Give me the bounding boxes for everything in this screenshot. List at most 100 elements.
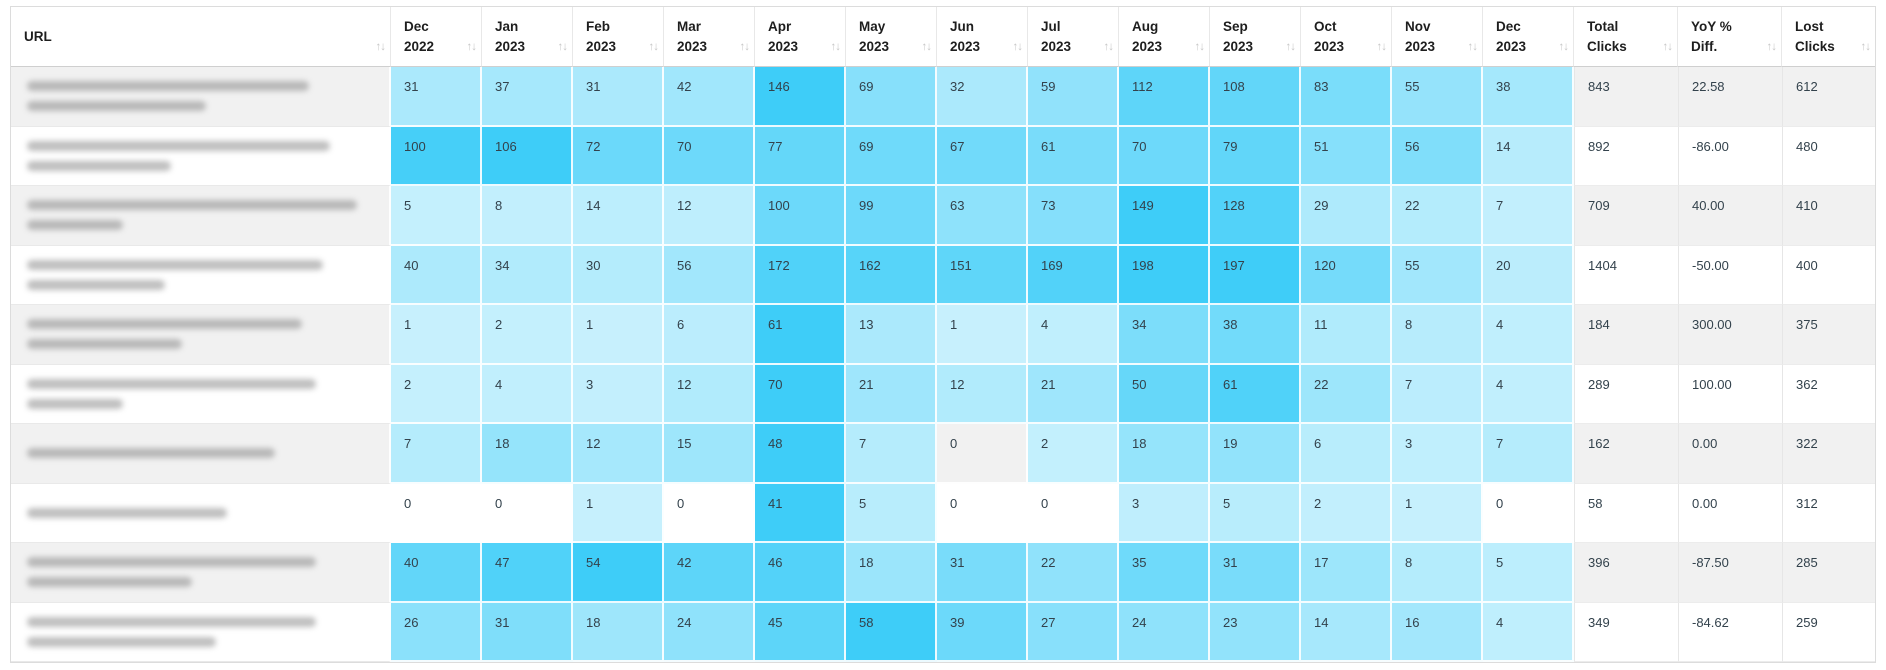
blurred-url-text [27,319,303,330]
column-header-label: Mar [677,18,702,34]
column-header-apr-2023[interactable]: Apr 2023 ↑↓ [755,7,846,67]
sort-icon[interactable]: ↑↓ [557,40,568,53]
month-cell: 8 [482,186,573,246]
column-header-label: 2023 [495,38,526,54]
month-cell: 128 [1210,186,1301,246]
sort-icon[interactable]: ↑↓ [1285,40,1296,53]
sort-icon[interactable]: ↑↓ [1467,40,1478,53]
blurred-url-text [27,200,358,211]
column-header-label: Lost [1795,18,1824,34]
month-cell: 83 [1301,67,1392,127]
blurred-url-text [27,279,165,290]
column-header-oct-2023[interactable]: Oct 2023 ↑↓ [1301,7,1392,67]
column-header-mar-2023[interactable]: Mar 2023 ↑↓ [664,7,755,67]
column-header-dec-2023[interactable]: Dec 2023 ↑↓ [1483,7,1574,67]
column-header-label: Jan [495,18,519,34]
sort-icon[interactable]: ↑↓ [1766,40,1777,53]
sort-icon[interactable]: ↑↓ [1376,40,1387,53]
column-header-label: Sep [1223,18,1248,34]
month-cell: 50 [1119,364,1210,424]
url-cell[interactable] [11,67,391,127]
url-cell[interactable] [11,602,391,662]
sort-icon[interactable]: ↑↓ [830,40,841,53]
month-cell: 108 [1210,67,1301,127]
month-cell: 0 [937,424,1028,484]
column-header-label: 2023 [1041,38,1072,54]
month-cell: 0 [664,483,755,543]
month-cell: 1 [573,305,664,365]
month-cell: 1 [937,305,1028,365]
month-cell: 29 [1301,186,1392,246]
yoy-diff-cell: 300.00 [1678,305,1782,365]
sort-icon[interactable]: ↑↓ [1012,40,1023,53]
month-cell: 12 [664,186,755,246]
sort-icon[interactable]: ↑↓ [1103,40,1114,53]
url-cell[interactable] [11,543,391,603]
blurred-url-text [27,339,182,350]
sort-icon[interactable]: ↑↓ [648,40,659,53]
month-cell: 7 [846,424,937,484]
column-header-sep-2023[interactable]: Sep 2023 ↑↓ [1210,7,1301,67]
column-header-jun-2023[interactable]: Jun 2023 ↑↓ [937,7,1028,67]
lost-clicks-cell: 410 [1782,186,1875,246]
sort-icon[interactable]: ↑↓ [1662,40,1673,53]
url-cell[interactable] [11,126,391,186]
column-header-label: 2023 [1496,38,1527,54]
lost-clicks-cell: 259 [1782,602,1875,662]
sort-icon[interactable]: ↑↓ [466,40,477,53]
sort-icon[interactable]: ↑↓ [1194,40,1205,53]
sort-icon[interactable]: ↑↓ [739,40,750,53]
yoy-diff-cell: 100.00 [1678,364,1782,424]
sort-icon[interactable]: ↑↓ [921,40,932,53]
column-header-aug-2023[interactable]: Aug 2023 ↑↓ [1119,7,1210,67]
month-cell: 48 [755,424,846,484]
month-cell: 42 [664,67,755,127]
sort-icon[interactable]: ↑↓ [1860,40,1871,53]
month-cell: 77 [755,126,846,186]
column-header-jul-2023[interactable]: Jul 2023 ↑↓ [1028,7,1119,67]
month-cell: 59 [1028,67,1119,127]
column-header-yoy-diff[interactable]: YoY % Diff. ↑↓ [1678,7,1782,67]
column-header-label: 2023 [859,38,890,54]
url-cell[interactable] [11,364,391,424]
month-cell: 79 [1210,126,1301,186]
column-header-may-2023[interactable]: May 2023 ↑↓ [846,7,937,67]
url-cell[interactable] [11,305,391,365]
url-cell[interactable] [11,186,391,246]
month-cell: 5 [846,483,937,543]
month-cell: 19 [1210,424,1301,484]
blurred-url-text [27,81,310,92]
column-header-dec-2022[interactable]: Dec 2022 ↑↓ [391,7,482,67]
column-header-label: 2023 [1132,38,1163,54]
month-cell: 2 [1301,483,1392,543]
month-cell: 70 [755,364,846,424]
sort-icon[interactable]: ↑↓ [1558,40,1569,53]
lost-clicks-cell: 400 [1782,245,1875,305]
url-cell[interactable] [11,483,391,543]
sort-icon[interactable]: ↑↓ [375,40,386,53]
yoy-diff-cell: 22.58 [1678,67,1782,127]
month-cell: 61 [1210,364,1301,424]
column-header-jan-2023[interactable]: Jan 2023 ↑↓ [482,7,573,67]
blurred-url-text [27,220,124,231]
month-cell: 24 [664,602,755,662]
column-header-lost-clicks[interactable]: Lost Clicks ↑↓ [1782,7,1875,67]
url-cell[interactable] [11,245,391,305]
month-cell: 55 [1392,67,1483,127]
column-header-total-clicks[interactable]: Total Clicks ↑↓ [1574,7,1678,67]
month-cell: 11 [1301,305,1392,365]
month-cell: 1 [573,483,664,543]
total-clicks-cell: 58 [1574,483,1678,543]
column-header-url[interactable]: URL ↑↓ [11,7,391,67]
column-header-nov-2023[interactable]: Nov 2023 ↑↓ [1392,7,1483,67]
column-header-label: 2023 [677,38,708,54]
month-cell: 7 [1392,364,1483,424]
url-cell[interactable] [11,424,391,484]
column-header-label: 2023 [1314,38,1345,54]
column-header-label: 2022 [404,38,435,54]
column-header-label: 2023 [1405,38,1436,54]
column-header-feb-2023[interactable]: Feb 2023 ↑↓ [573,7,664,67]
month-cell: 23 [1210,602,1301,662]
month-cell: 2 [1028,424,1119,484]
column-header-label: Total [1587,18,1619,34]
